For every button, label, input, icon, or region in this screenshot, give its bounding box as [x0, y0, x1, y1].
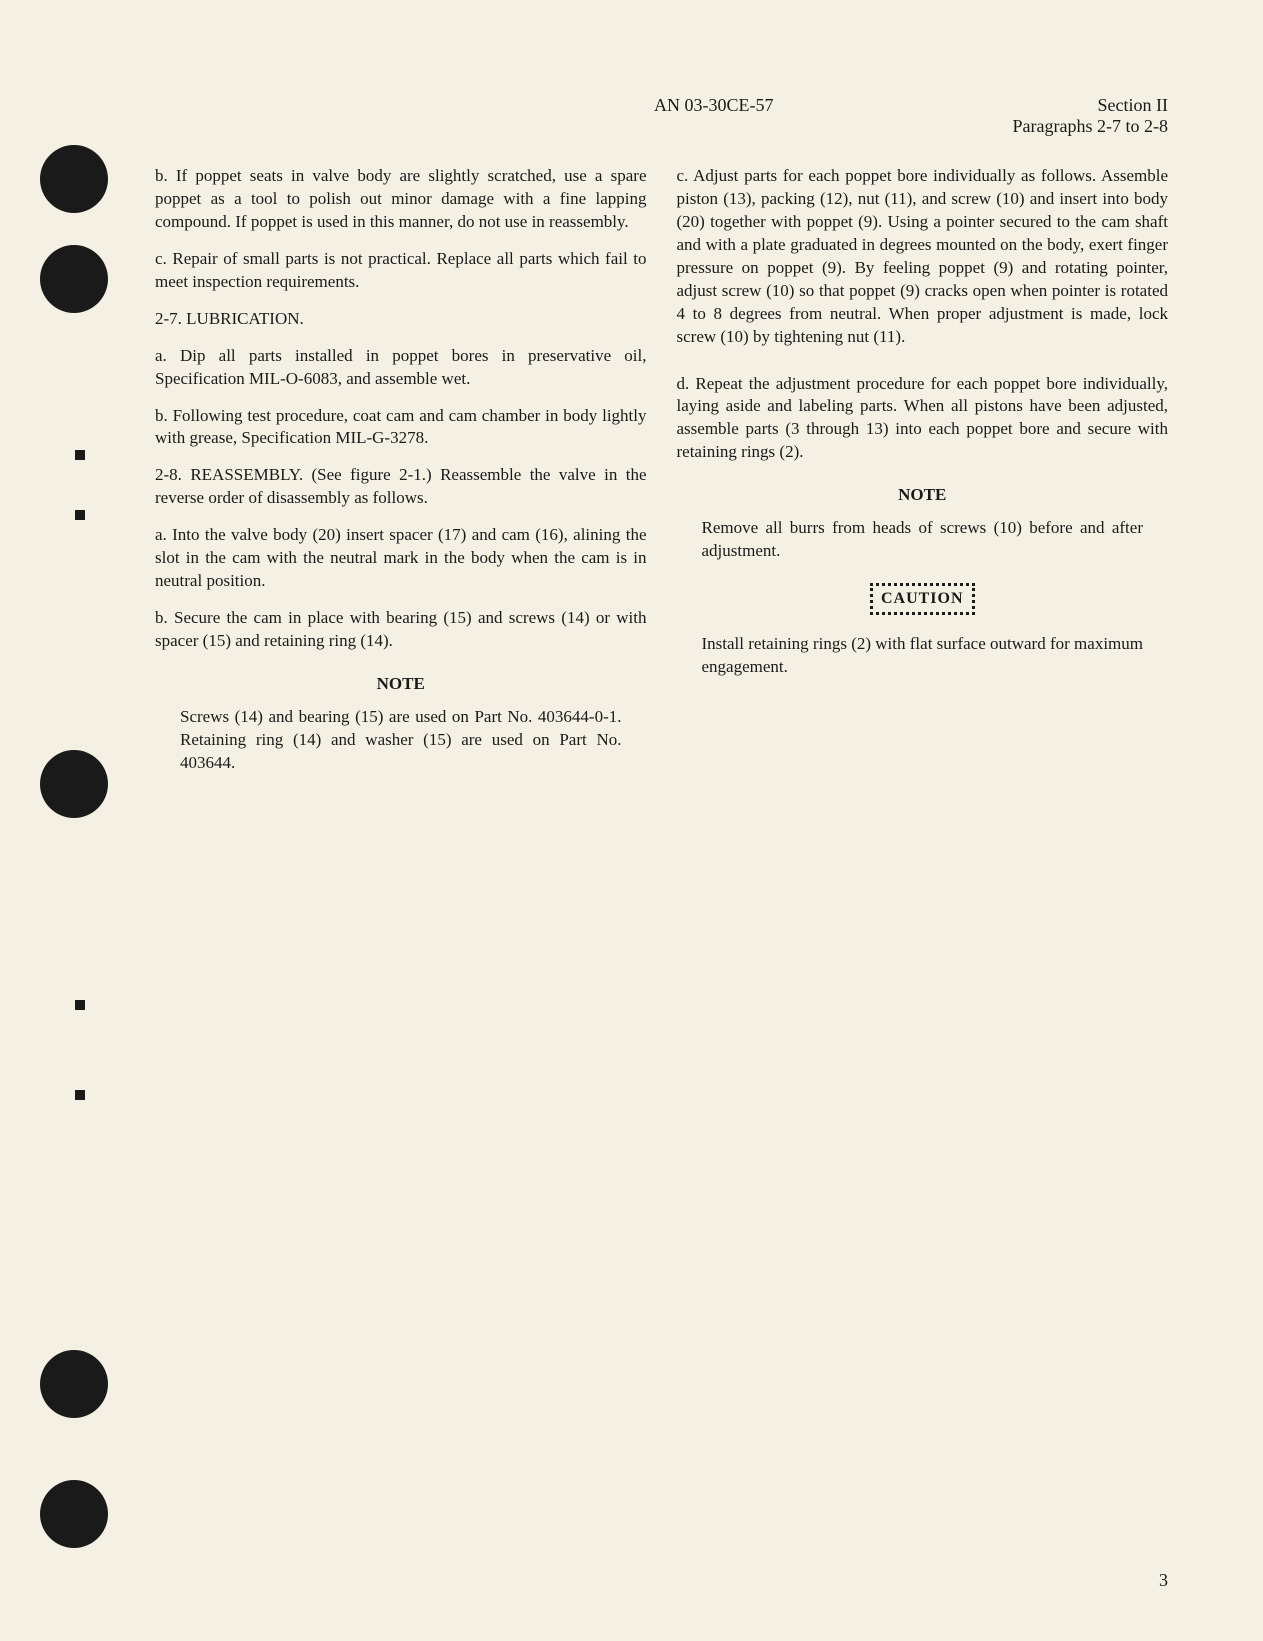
- note-heading: NOTE: [677, 484, 1169, 507]
- left-column: b. If poppet seats in valve body are sli…: [155, 165, 647, 775]
- punch-hole: [40, 1350, 108, 1418]
- paragraph: b. Secure the cam in place with bearing …: [155, 607, 647, 653]
- header-right: Section II Paragraphs 2-7 to 2-8: [1013, 95, 1168, 137]
- caution-box: CAUTION: [677, 583, 1169, 615]
- paragraph: b. Following test procedure, coat cam an…: [155, 405, 647, 451]
- punch-hole: [40, 1480, 108, 1548]
- caution-body: Install retaining rings (2) with flat su…: [702, 633, 1144, 679]
- paragraph: a. Into the valve body (20) insert space…: [155, 524, 647, 593]
- page-mark: [75, 1000, 85, 1010]
- note-body: Screws (14) and bearing (15) are used on…: [180, 706, 622, 775]
- note-heading: NOTE: [155, 673, 647, 696]
- punch-hole: [40, 145, 108, 213]
- paragraphs-label: Paragraphs 2-7 to 2-8: [1013, 116, 1168, 137]
- punch-hole: [40, 750, 108, 818]
- page-mark: [75, 450, 85, 460]
- doc-number: AN 03-30CE-57: [415, 95, 1013, 137]
- paragraph: b. If poppet seats in valve body are sli…: [155, 165, 647, 234]
- note-body: Remove all burrs from heads of screws (1…: [702, 517, 1144, 563]
- page-mark: [75, 1090, 85, 1100]
- caution-label: CAUTION: [870, 583, 975, 615]
- page-header: AN 03-30CE-57 Section II Paragraphs 2-7 …: [155, 95, 1168, 137]
- paragraph: c. Adjust parts for each poppet bore ind…: [677, 165, 1169, 349]
- paragraph: 2-8. REASSEMBLY. (See figure 2-1.) Reass…: [155, 464, 647, 510]
- section-heading: 2-7. LUBRICATION.: [155, 308, 647, 331]
- punch-hole: [40, 245, 108, 313]
- right-column: c. Adjust parts for each poppet bore ind…: [677, 165, 1169, 775]
- paragraph: c. Repair of small parts is not practica…: [155, 248, 647, 294]
- page-mark: [75, 510, 85, 520]
- content-area: b. If poppet seats in valve body are sli…: [155, 165, 1168, 775]
- section-label: Section II: [1013, 95, 1168, 116]
- paragraph: a. Dip all parts installed in poppet bor…: [155, 345, 647, 391]
- paragraph: d. Repeat the adjustment procedure for e…: [677, 373, 1169, 465]
- page-number: 3: [1159, 1570, 1168, 1591]
